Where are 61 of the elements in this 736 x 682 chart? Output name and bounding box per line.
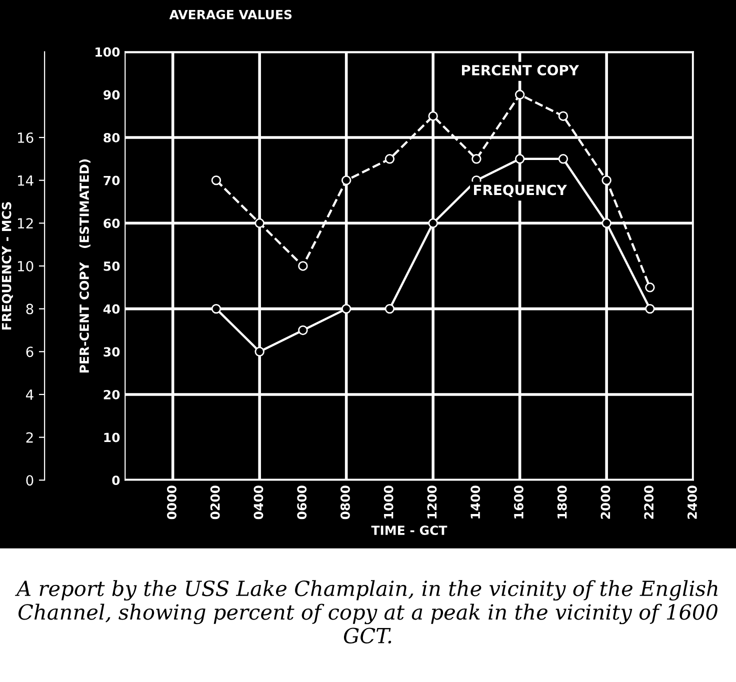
y2-tick-label: 6	[26, 346, 34, 358]
x-tick-label: 2200	[644, 486, 654, 519]
y2-axis-title: FREQUENCY - MCS	[2, 202, 13, 330]
point	[558, 111, 568, 121]
point	[384, 304, 395, 314]
y2-tick-label: 14	[18, 175, 34, 186]
x-axis-title: TIME - GCT	[371, 526, 448, 536]
point	[472, 154, 482, 164]
y-tick-label: 60	[104, 218, 120, 228]
point	[558, 154, 568, 164]
x-tick-label: 0400	[254, 486, 264, 520]
y-tick-label: 50	[104, 261, 120, 271]
x-tick-label: 1800	[557, 486, 567, 518]
text: A report by the USS Lake Champlain, in the vicinity of the English Channel, showing percent of copy at a peak in the vicinity of 1600 GCT.	[15, 580, 718, 644]
point	[341, 304, 352, 314]
point	[645, 304, 655, 314]
x-tick-label: 0000	[167, 486, 176, 520]
point	[645, 282, 655, 292]
x-tick-label: 1000	[384, 486, 394, 518]
x-tick-label: 1200	[427, 486, 437, 518]
y-tick-label: 70	[104, 176, 120, 186]
point	[341, 175, 352, 186]
point	[211, 175, 222, 186]
x-tick-label: 2000	[600, 486, 610, 519]
x-tick-label: 2400	[687, 486, 697, 519]
y2-tick-label: 8	[26, 304, 34, 314]
y-tick-label: 80	[104, 132, 120, 142]
point	[602, 175, 612, 186]
point	[514, 90, 525, 100]
x-tick-label: 1400	[470, 486, 480, 518]
x-tick-label: 1600	[514, 486, 524, 518]
point	[211, 304, 222, 314]
y-tick-label: 90	[104, 90, 120, 100]
point	[298, 325, 308, 336]
y-tick-label: 30	[104, 347, 120, 357]
y-tick-label: 40	[103, 304, 120, 314]
chart-title: AVERAGE VALUES	[169, 10, 292, 20]
y-axis-title: PER-CENT COPY (ESTIMATED)	[79, 159, 90, 373]
y2-tick-label: 4	[26, 390, 34, 400]
point	[254, 218, 264, 228]
point	[428, 218, 438, 228]
point	[384, 154, 395, 164]
y-tick-label: 10	[104, 432, 120, 442]
x-tick-label: 0200	[210, 486, 220, 520]
series-label: FREQUENCY	[474, 184, 568, 198]
point	[254, 346, 264, 356]
y2-tick-label: 0	[26, 475, 34, 486]
y2-tick-label: 12	[18, 218, 33, 228]
point	[298, 261, 308, 271]
point	[514, 154, 525, 164]
series-label: PERCENT COPY	[462, 64, 580, 76]
y2-tick-label: 16	[18, 132, 34, 143]
y-tick-label: 20	[104, 390, 120, 400]
y-tick-label: 100	[96, 47, 120, 57]
x-tick-label: 0800	[340, 486, 350, 520]
point	[602, 218, 612, 228]
y-tick-label: 0	[112, 476, 120, 486]
point	[428, 111, 438, 121]
y2-tick-label: 2	[26, 432, 33, 443]
x-tick-label: 0600	[297, 486, 307, 520]
y2-tick-label: 10	[18, 260, 34, 272]
